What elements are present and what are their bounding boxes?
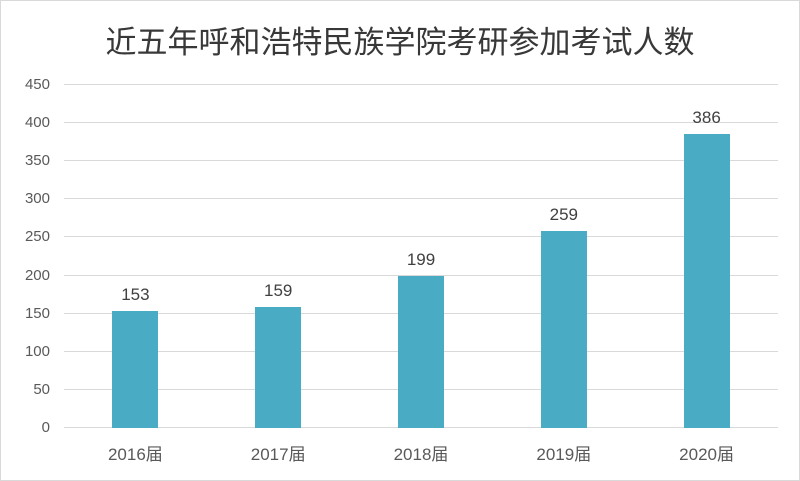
y-axis-tick-label: 0 [41,419,50,436]
y-axis-tick-label: 400 [24,114,50,132]
plot-area: 0 50 100 150 200 250 300 350 400 450 153 159 199 259… [25,76,778,464]
y-axis-tick-label: 450 [24,76,50,93]
gridline [64,236,778,238]
y-axis-tick-label: 350 [24,152,50,170]
bar [398,276,444,428]
y-axis-tick-label: 250 [24,228,50,246]
x-axis-category-label: 2017届 [250,445,306,464]
bar-value-label: 386 [692,107,721,127]
gridline [64,122,778,124]
bar [540,230,587,428]
x-axis-category-label: 2019届 [536,445,592,464]
chart-title: 近五年呼和浩特民族学院考研参加考试人数 [105,25,695,61]
x-axis-category-label: 2018届 [393,445,449,464]
bar-value-label: 199 [406,250,436,270]
y-axis-tick-label: 300 [24,190,50,208]
bar [683,133,730,428]
gridline [64,160,778,162]
y-axis-tick-label: 100 [24,342,50,360]
bar-value-label: 159 [264,280,293,300]
y-axis-tick-label: 50 [33,380,50,398]
gridline [64,274,778,276]
gridline [64,84,778,85]
y-axis-tick-label: 150 [24,304,50,322]
bar-value-label: 259 [549,204,578,224]
y-axis-tick-label: 200 [24,266,50,284]
bar-value-label: 153 [121,285,150,305]
bar [112,311,159,428]
bar [255,306,302,428]
x-axis-category-label: 2020届 [679,445,734,464]
gridline [64,198,778,200]
x-axis-category-label: 2016届 [107,445,163,464]
